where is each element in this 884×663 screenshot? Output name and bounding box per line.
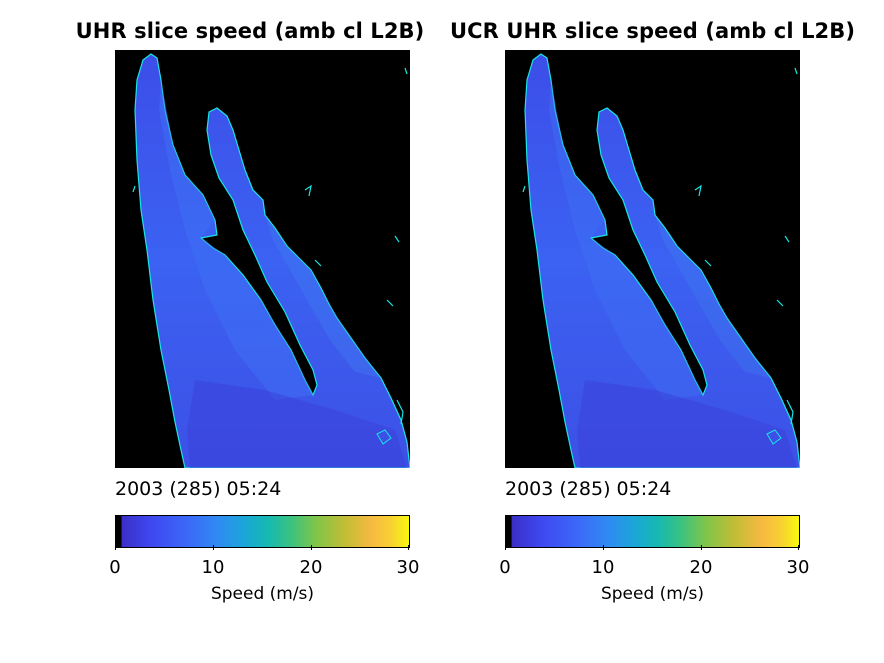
panel-title: UHR slice speed (amb cl L2B) bbox=[75, 19, 425, 43]
colorbar-tick bbox=[213, 545, 214, 550]
ocean-swath bbox=[524, 53, 800, 468]
colorbar-label: Speed (m/s) bbox=[600, 584, 705, 604]
colorbar-tick-label: 20 bbox=[299, 557, 323, 578]
panel-right: UCR UHR slice speed (amb cl L2B) bbox=[450, 0, 855, 663]
panel-title: UCR UHR slice speed (amb cl L2B) bbox=[450, 19, 856, 43]
panel-left: UHR slice speed (amb cl L2B) bbox=[70, 0, 430, 663]
timestamp: 2003 (285) 05:24 bbox=[505, 478, 672, 500]
colorbar-tick bbox=[798, 545, 799, 550]
colorbar-label: Speed (m/s) bbox=[210, 584, 315, 604]
ocean-swath bbox=[134, 53, 410, 468]
colorbar bbox=[115, 515, 410, 548]
colorbar-tick-label: 30 bbox=[396, 557, 420, 578]
colorbar-tick-label: 0 bbox=[499, 557, 511, 578]
colorbar-tick bbox=[701, 545, 702, 550]
timestamp: 2003 (285) 05:24 bbox=[115, 478, 282, 500]
colorbar-tick bbox=[603, 545, 604, 550]
colorbar-tick bbox=[408, 545, 409, 550]
colorbar-tick-label: 0 bbox=[109, 557, 121, 578]
colorbar-tick bbox=[505, 545, 506, 550]
colorbar-tick-label: 10 bbox=[591, 557, 615, 578]
colorbar-tick-label: 10 bbox=[201, 557, 225, 578]
colorbar-tick bbox=[115, 545, 116, 550]
wind-speed-map bbox=[115, 50, 410, 468]
wind-speed-map bbox=[505, 50, 800, 468]
colorbar-tick-label: 30 bbox=[786, 557, 810, 578]
colorbar-tick-label: 20 bbox=[689, 557, 713, 578]
colorbar-tick bbox=[311, 545, 312, 550]
colorbar bbox=[505, 515, 800, 548]
